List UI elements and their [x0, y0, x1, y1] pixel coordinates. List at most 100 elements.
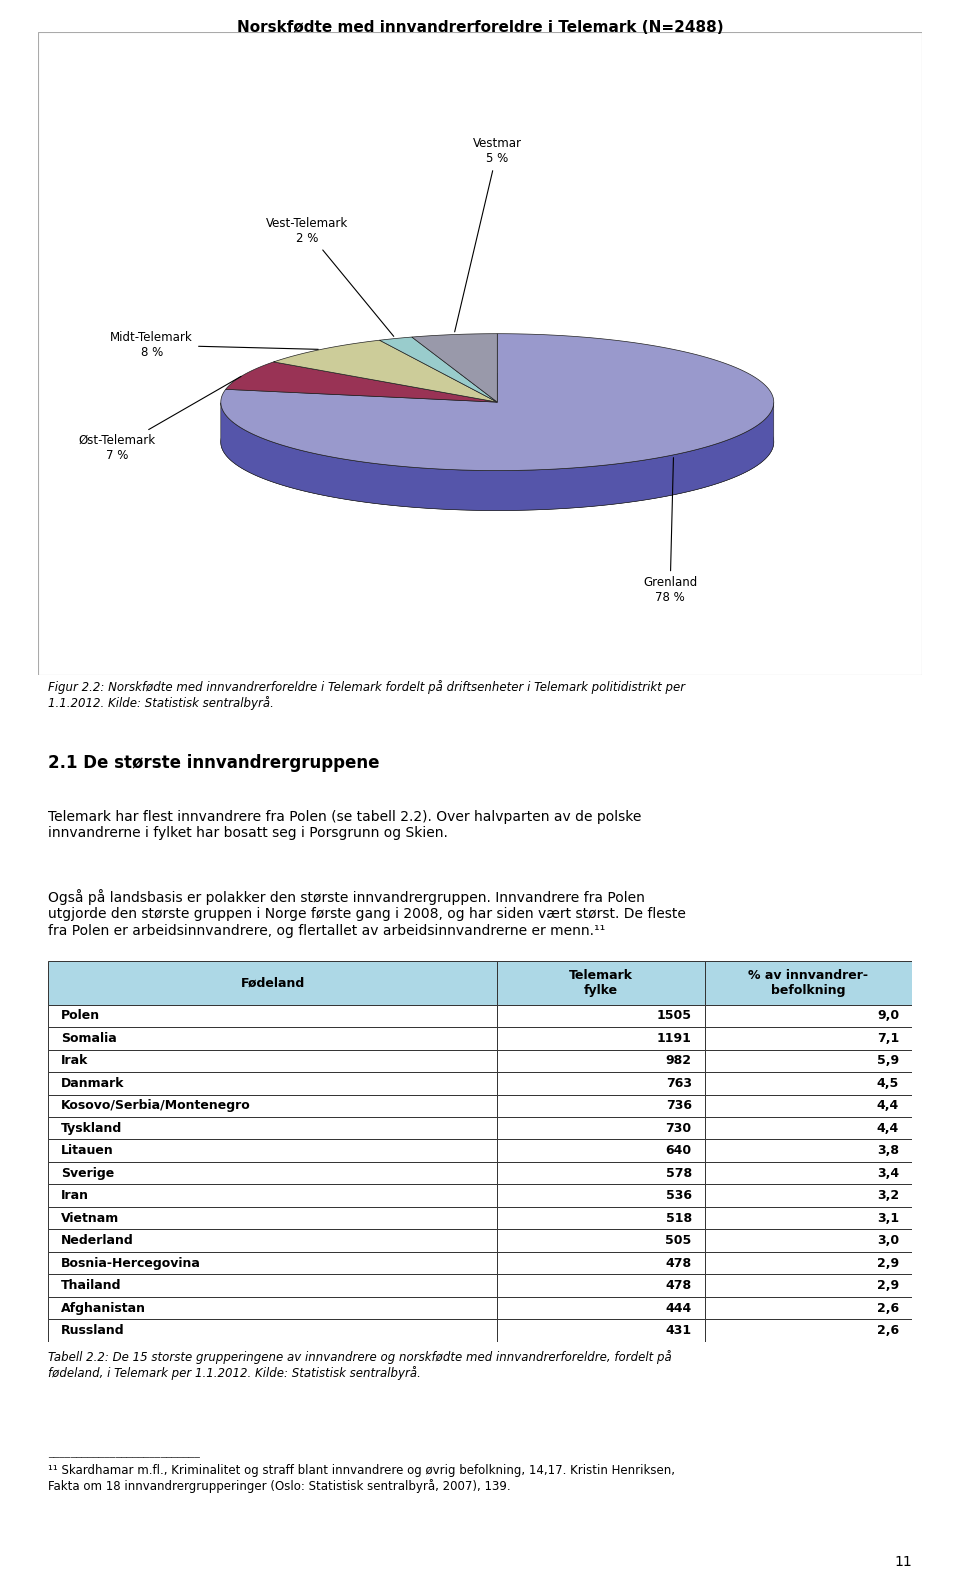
Text: Russland: Russland: [61, 1324, 125, 1337]
Text: 478: 478: [665, 1280, 691, 1293]
Text: 3,1: 3,1: [876, 1212, 899, 1224]
Text: 4,5: 4,5: [876, 1077, 899, 1089]
Polygon shape: [379, 337, 497, 402]
Text: Tabell 2.2: De 15 storste grupperingene av innvandrere og norskfødte med innvand: Tabell 2.2: De 15 storste grupperingene …: [48, 1350, 672, 1380]
Text: 1505: 1505: [657, 1010, 691, 1023]
Bar: [705, 1116, 912, 1140]
Bar: [497, 1185, 705, 1207]
Text: 640: 640: [665, 1145, 691, 1158]
Text: 9,0: 9,0: [876, 1010, 899, 1023]
Text: 2,6: 2,6: [876, 1324, 899, 1337]
Bar: [497, 1207, 705, 1229]
Bar: [48, 1140, 497, 1162]
Text: Figur 2.2: Norskfødte med innvandrerforeldre i Telemark fordelt på driftsenheter: Figur 2.2: Norskfødte med innvandrerfore…: [48, 680, 685, 710]
Text: 578: 578: [665, 1167, 691, 1180]
Text: 763: 763: [665, 1077, 691, 1089]
Bar: [705, 1027, 912, 1050]
Text: 7,1: 7,1: [876, 1032, 899, 1045]
Text: Afghanistan: Afghanistan: [61, 1302, 146, 1315]
Bar: [48, 1027, 497, 1050]
Bar: [48, 1185, 497, 1207]
Title: Norskfødte med innvandrerforeldre i Telemark (N=2488): Norskfødte med innvandrerforeldre i Tele…: [237, 19, 723, 35]
Text: 536: 536: [665, 1189, 691, 1202]
Text: 4,4: 4,4: [876, 1121, 899, 1135]
Text: Vest-Telemark
2 %: Vest-Telemark 2 %: [266, 218, 394, 337]
Text: Kosovo/Serbia/Montenegro: Kosovo/Serbia/Montenegro: [61, 1099, 251, 1112]
Polygon shape: [221, 373, 774, 510]
Polygon shape: [274, 340, 497, 402]
Bar: [705, 1251, 912, 1275]
Text: 3,4: 3,4: [876, 1167, 899, 1180]
FancyBboxPatch shape: [38, 32, 922, 675]
Text: ___________________________: ___________________________: [48, 1448, 200, 1458]
Bar: [497, 1275, 705, 1297]
Bar: [497, 1050, 705, 1072]
Text: 5,9: 5,9: [876, 1054, 899, 1067]
Bar: [48, 1229, 497, 1251]
Bar: [48, 1297, 497, 1320]
Bar: [705, 1094, 912, 1116]
Text: Tyskland: Tyskland: [61, 1121, 122, 1135]
Bar: [497, 961, 705, 1005]
Bar: [497, 1116, 705, 1140]
Text: 478: 478: [665, 1256, 691, 1270]
Text: 982: 982: [665, 1054, 691, 1067]
Bar: [705, 1162, 912, 1185]
Text: 736: 736: [665, 1099, 691, 1112]
Bar: [497, 1094, 705, 1116]
Bar: [48, 1072, 497, 1094]
Text: 730: 730: [665, 1121, 691, 1135]
Bar: [705, 1207, 912, 1229]
Bar: [705, 1185, 912, 1207]
Text: Vietnam: Vietnam: [61, 1212, 119, 1224]
Bar: [705, 961, 912, 1005]
Text: Bosnia-Hercegovina: Bosnia-Hercegovina: [61, 1256, 201, 1270]
Text: 2.1 De største innvandrergruppene: 2.1 De største innvandrergruppene: [48, 754, 379, 772]
Text: 505: 505: [665, 1234, 691, 1247]
Text: Litauen: Litauen: [61, 1145, 113, 1158]
Text: % av innvandrer-
befolkning: % av innvandrer- befolkning: [749, 969, 869, 997]
Bar: [48, 1162, 497, 1185]
Bar: [48, 1320, 497, 1342]
Bar: [497, 1297, 705, 1320]
Bar: [497, 1072, 705, 1094]
Text: Vestmar
5 %: Vestmar 5 %: [455, 137, 522, 332]
Text: 2,6: 2,6: [876, 1302, 899, 1315]
Bar: [497, 1162, 705, 1185]
Text: Thailand: Thailand: [61, 1280, 122, 1293]
Bar: [705, 1275, 912, 1297]
Text: 518: 518: [665, 1212, 691, 1224]
Polygon shape: [221, 402, 774, 510]
Text: Nederland: Nederland: [61, 1234, 133, 1247]
Text: Midt-Telemark
8 %: Midt-Telemark 8 %: [110, 332, 319, 359]
Bar: [497, 1251, 705, 1275]
Text: 2,9: 2,9: [876, 1280, 899, 1293]
Text: 3,2: 3,2: [876, 1189, 899, 1202]
Bar: [705, 1072, 912, 1094]
Bar: [48, 1275, 497, 1297]
Text: Irak: Irak: [61, 1054, 88, 1067]
Polygon shape: [412, 333, 497, 402]
Text: Telemark har flest innvandrere fra Polen (se tabell 2.2). Over halvparten av de : Telemark har flest innvandrere fra Polen…: [48, 810, 641, 840]
Bar: [497, 1229, 705, 1251]
Bar: [48, 1050, 497, 1072]
Text: 431: 431: [665, 1324, 691, 1337]
Bar: [705, 1297, 912, 1320]
Text: Øst-Telemark
7 %: Øst-Telemark 7 %: [79, 376, 241, 462]
Bar: [705, 1140, 912, 1162]
Text: 11: 11: [895, 1555, 912, 1569]
Bar: [48, 961, 497, 1005]
Text: 1191: 1191: [657, 1032, 691, 1045]
Text: 4,4: 4,4: [876, 1099, 899, 1112]
Bar: [497, 1005, 705, 1027]
Bar: [705, 1050, 912, 1072]
Bar: [48, 1116, 497, 1140]
Text: Danmark: Danmark: [61, 1077, 125, 1089]
Bar: [48, 1094, 497, 1116]
Polygon shape: [221, 333, 774, 470]
Text: 2,9: 2,9: [876, 1256, 899, 1270]
Text: Også på landsbasis er polakker den største innvandrergruppen. Innvandrere fra Po: Også på landsbasis er polakker den størs…: [48, 889, 685, 937]
Bar: [48, 1207, 497, 1229]
Bar: [705, 1320, 912, 1342]
Text: Grenland
78 %: Grenland 78 %: [643, 457, 697, 605]
